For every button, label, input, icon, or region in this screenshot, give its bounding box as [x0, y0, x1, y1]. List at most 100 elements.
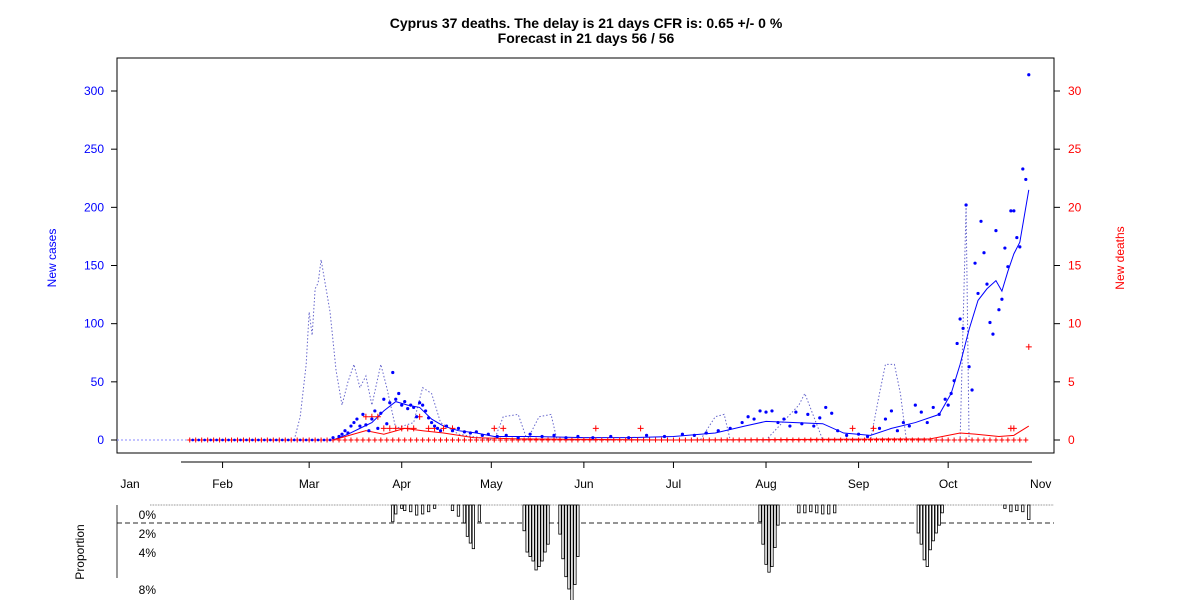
case-point — [716, 429, 720, 433]
proportion-bar — [543, 504, 547, 553]
case-point — [427, 416, 431, 420]
y-left-tick-label: 0 — [97, 433, 104, 447]
death-zero-marker — [814, 437, 820, 443]
death-zero-marker — [915, 437, 921, 443]
case-point — [364, 423, 368, 427]
case-point — [474, 430, 478, 434]
chart-title: Cyprus 37 deaths. The delay is 21 days C… — [390, 15, 783, 31]
death-zero-marker — [856, 437, 862, 443]
death-zero-marker — [449, 437, 455, 443]
case-point — [1003, 246, 1007, 250]
y-left-tick-label: 50 — [91, 375, 105, 389]
case-point — [704, 431, 708, 435]
death-zero-marker — [862, 437, 868, 443]
case-point — [812, 424, 816, 428]
case-zero-point — [191, 438, 195, 442]
case-zero-point — [328, 438, 332, 442]
proportion-bar — [758, 504, 762, 523]
case-point — [337, 434, 341, 439]
case-point — [1021, 167, 1025, 171]
case-point — [1000, 297, 1004, 301]
death-zero-marker — [1011, 437, 1017, 443]
death-point — [849, 425, 856, 432]
case-point — [991, 332, 995, 336]
death-point — [440, 425, 447, 432]
case-point — [480, 433, 484, 437]
proportion-bar — [1027, 504, 1031, 520]
death-zero-marker — [1005, 437, 1011, 443]
death-zero-marker — [396, 437, 402, 443]
death-zero-marker — [664, 437, 670, 443]
case-point — [955, 341, 959, 346]
case-point — [591, 436, 595, 440]
proportion-bar — [919, 504, 923, 545]
case-zero-point — [251, 438, 254, 442]
case-zero-point — [286, 438, 290, 442]
plot-frame — [116, 57, 1055, 454]
case-point — [937, 412, 941, 417]
case-point — [429, 420, 434, 425]
case-zero-point — [215, 438, 218, 442]
proportion-bar — [409, 504, 413, 513]
proportion-tick-label: 0% — [139, 508, 157, 522]
case-zero-point — [280, 438, 284, 442]
death-zero-marker — [354, 437, 360, 443]
y-left-tick-label: 150 — [84, 259, 104, 273]
case-point — [462, 430, 467, 434]
x-tick-label: Apr — [392, 477, 411, 491]
case-point — [406, 406, 410, 411]
case-point — [943, 397, 947, 401]
death-zero-marker — [432, 437, 438, 443]
proportion-axis-label: Proportion — [73, 524, 87, 579]
case-point — [361, 412, 365, 417]
case-zero-point — [292, 438, 296, 442]
death-zero-marker — [999, 437, 1005, 443]
case-point — [788, 424, 792, 428]
case-zero-point — [245, 438, 248, 442]
case-point — [343, 429, 347, 433]
proportion-bar — [522, 504, 526, 532]
proportion-bar — [922, 504, 926, 561]
case-point — [400, 403, 404, 407]
death-zero-marker — [653, 437, 659, 443]
x-tick-label: May — [480, 477, 503, 491]
case-point — [552, 433, 556, 437]
death-zero-marker — [1017, 437, 1023, 443]
proportion-bar — [770, 504, 774, 567]
death-zero-marker — [993, 437, 999, 443]
death-zero-marker — [921, 437, 927, 443]
case-point — [994, 229, 998, 233]
proportion-bar — [403, 504, 407, 511]
death-zero-marker — [444, 437, 450, 443]
case-point — [609, 434, 613, 439]
proportion-bar — [456, 504, 461, 517]
proportion-bar — [925, 504, 929, 567]
death-zero-marker — [659, 437, 665, 443]
death-zero-marker — [712, 437, 718, 443]
proportion-bar — [471, 504, 475, 550]
case-point — [782, 417, 786, 421]
death-zero-marker — [981, 437, 987, 443]
case-point — [877, 426, 882, 430]
proportion-bar — [531, 504, 535, 562]
data-layer — [117, 73, 1032, 443]
case-point — [358, 424, 362, 428]
death-zero-marker — [688, 437, 694, 443]
death-point — [491, 425, 498, 432]
case-point — [856, 432, 861, 436]
y-right-axis: 0 5 10 15 20 25 30 — [1054, 84, 1082, 447]
death-zero-marker — [969, 437, 975, 443]
proportion-bar — [391, 504, 395, 523]
death-zero-marker — [384, 437, 390, 443]
case-zero-point — [268, 438, 272, 442]
death-zero-marker — [503, 437, 509, 443]
case-zero-point — [256, 438, 260, 442]
proportion-bar — [1009, 504, 1013, 513]
proportion-bar — [525, 504, 529, 553]
case-point — [952, 379, 956, 383]
x-axis: Jan Feb Mar Apr May Jun Jul Aug Sep Oct Nov — [120, 461, 1051, 491]
case-point — [627, 436, 631, 440]
proportion-bar — [821, 504, 825, 515]
death-zero-marker — [838, 437, 844, 443]
death-zero-marker — [569, 437, 575, 443]
